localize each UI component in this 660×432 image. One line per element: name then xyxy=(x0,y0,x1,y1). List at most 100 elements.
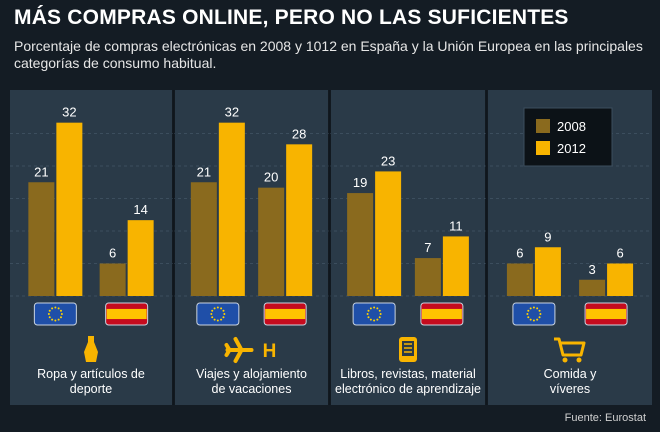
eu-flag-star xyxy=(527,309,530,312)
bar-2012 xyxy=(375,171,402,296)
eu-flag-background xyxy=(352,302,396,326)
bar-2008 xyxy=(506,263,533,296)
eu-flag-star xyxy=(54,319,57,322)
hotel-h-label: H xyxy=(263,341,277,362)
shopping-cart-icon xyxy=(554,337,586,363)
eu-flag-star xyxy=(47,313,50,315)
chart-subtitle: Porcentaje de compras electrónicas en 20… xyxy=(14,38,643,71)
eu-flag-star xyxy=(536,307,539,310)
bar-value-label: 3 xyxy=(588,262,595,277)
ebook-icon xyxy=(399,337,417,362)
spain-flag-icon xyxy=(420,302,464,326)
bar-value-label: 21 xyxy=(34,164,48,179)
legend-label: 2012 xyxy=(557,141,586,156)
eu-flag-star xyxy=(379,313,382,315)
bar-2008 xyxy=(258,187,285,296)
cart-basket xyxy=(554,337,586,357)
eu-flag-icon xyxy=(352,302,396,326)
category-label: víveres xyxy=(550,382,590,396)
eu-flag-star xyxy=(367,316,370,319)
eu-flag-star xyxy=(378,316,381,319)
eu-flag-star xyxy=(532,306,535,309)
eu-flag-star xyxy=(57,307,60,310)
eu-flag-star xyxy=(378,309,381,312)
bar-value-label: 6 xyxy=(616,246,623,261)
eu-flag-star xyxy=(48,316,51,319)
eu-flag-star xyxy=(59,316,62,319)
bar-value-label: 19 xyxy=(353,175,367,190)
bar-value-label: 14 xyxy=(133,202,147,217)
legend-box xyxy=(523,107,613,167)
eu-flag-star xyxy=(366,313,369,315)
bar-2012 xyxy=(218,122,245,297)
bar-2012 xyxy=(56,122,83,297)
legend-swatch xyxy=(536,141,550,155)
bar-2012 xyxy=(534,247,561,296)
bar-value-label: 28 xyxy=(292,126,306,141)
eu-flag-star xyxy=(48,309,51,312)
eu-flag-star xyxy=(369,307,372,310)
eu-flag-star xyxy=(526,313,529,315)
category-label: Libros, revistas, material xyxy=(340,367,475,381)
eu-flag-star xyxy=(367,309,370,312)
eu-flag-star xyxy=(529,318,532,321)
chart-title: MÁS COMPRAS ONLINE, PERO NO LAS SUFICIEN… xyxy=(14,6,569,29)
eu-flag-star xyxy=(213,318,216,321)
eu-flag-star xyxy=(538,316,541,319)
eu-flag-star xyxy=(220,307,223,310)
eu-flag-star xyxy=(373,306,376,309)
bar-value-label: 6 xyxy=(516,246,523,261)
eu-flag-star xyxy=(222,316,225,319)
eu-flag-star xyxy=(529,307,532,310)
bar-2008 xyxy=(190,182,217,296)
bar-2008 xyxy=(414,258,441,296)
category-label: Ropa y artículos de xyxy=(37,367,145,381)
eu-flag-star xyxy=(223,313,226,315)
bar-value-label: 6 xyxy=(109,246,116,261)
bar-2008 xyxy=(347,193,374,296)
plane-hotel-icon: H xyxy=(224,337,277,363)
eu-flag-star xyxy=(536,318,539,321)
dress-shape xyxy=(84,336,98,362)
eu-flag-star xyxy=(210,313,213,315)
category-label: electrónico de aprendizaje xyxy=(335,382,481,396)
eu-flag-icon xyxy=(196,302,240,326)
eu-flag-background xyxy=(196,302,240,326)
cart-wheel xyxy=(576,357,582,363)
legend: 2008 2012 xyxy=(523,107,613,167)
eu-flag-star xyxy=(57,318,60,321)
bar-value-label: 23 xyxy=(381,153,395,168)
eu-flag-star xyxy=(51,307,54,310)
spain-flag-icon xyxy=(584,302,628,326)
eu-flag-star xyxy=(527,316,530,319)
bar-value-label: 20 xyxy=(264,170,278,185)
category-group: 19 23 7 11 Libros, revistas, materialelectró… xyxy=(335,153,481,396)
eu-flag-star xyxy=(60,313,63,315)
eu-flag-star xyxy=(216,306,219,309)
dress-icon xyxy=(84,336,98,362)
eu-flag-star xyxy=(54,306,57,309)
bar-2008 xyxy=(579,279,606,296)
eu-flag-background xyxy=(512,302,556,326)
spain-flag-icon xyxy=(263,302,307,326)
eu-flag-star xyxy=(59,309,62,312)
bar-2008 xyxy=(28,182,55,296)
bar-2012 xyxy=(286,144,313,296)
category-label: Comida y xyxy=(544,367,598,381)
eu-flag-star xyxy=(376,307,379,310)
eu-flag-star xyxy=(211,309,214,312)
eu-flag-background xyxy=(33,302,77,326)
eu-flag-star xyxy=(216,319,219,322)
plane-shape xyxy=(224,337,254,363)
eu-flag-star xyxy=(211,316,214,319)
bar-value-label: 9 xyxy=(544,229,551,244)
bar-value-label: 21 xyxy=(197,164,211,179)
bar-2012 xyxy=(127,220,154,296)
spain-flag-icon xyxy=(105,302,149,326)
eu-flag-star xyxy=(51,318,54,321)
bar-value-label: 32 xyxy=(225,105,239,120)
